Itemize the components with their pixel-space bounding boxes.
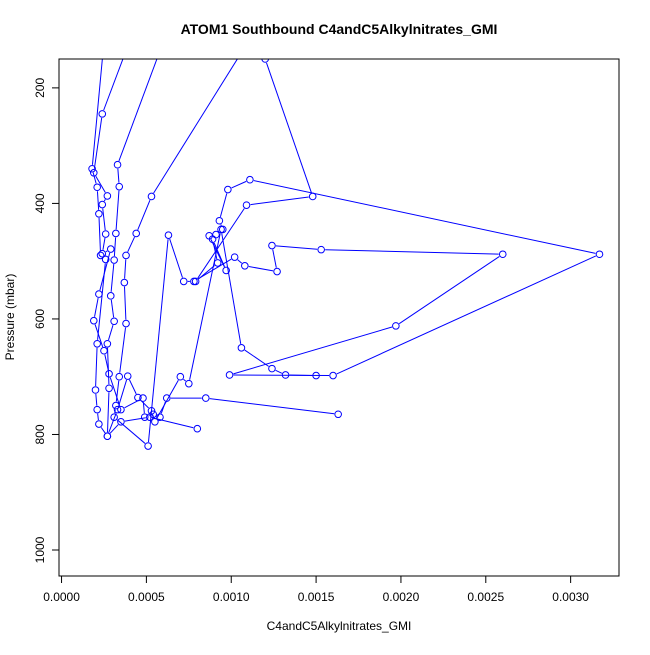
- y-tick-label: 1000: [33, 536, 47, 563]
- y-axis-label: Pressure (mbar): [3, 274, 17, 361]
- x-tick-label: 0.0020: [383, 590, 420, 604]
- x-tick-label: 0.0015: [298, 590, 335, 604]
- series-segment: [106, 251, 107, 252]
- y-tick-label: 200: [33, 78, 47, 98]
- y-tick-label: 600: [33, 309, 47, 329]
- x-tick-label: 0.0030: [552, 590, 589, 604]
- x-tick-label: 0.0005: [128, 590, 165, 604]
- x-tick-label: 0.0010: [213, 590, 250, 604]
- x-tick-label: 0.0025: [467, 590, 504, 604]
- x-axis-label: C4andC5Alkylnitrates_GMI: [267, 619, 412, 633]
- chart-title: ATOM1 Southbound C4andC5Alkylnitrates_GM…: [181, 21, 498, 37]
- x-tick-label: 0.0000: [43, 590, 80, 604]
- series-segment: [115, 410, 116, 414]
- y-tick-label: 400: [33, 193, 47, 213]
- series-segment: [234, 375, 330, 376]
- y-tick-label: 800: [33, 424, 47, 444]
